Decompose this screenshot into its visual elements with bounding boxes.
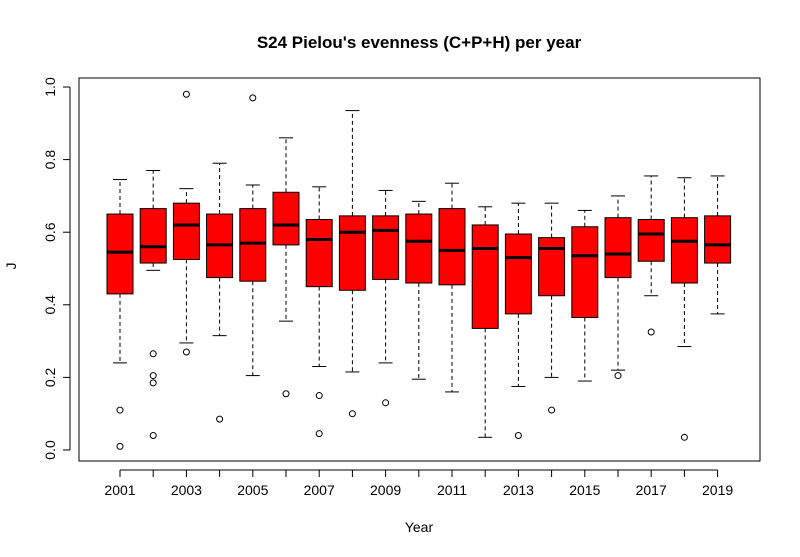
box-2014 <box>538 202 566 414</box>
iqr-box <box>438 208 466 286</box>
outlier-point <box>348 410 356 418</box>
iqr-box <box>172 202 200 260</box>
iqr-box <box>106 213 134 295</box>
outlier-point <box>149 431 157 439</box>
box-2018 <box>670 177 698 441</box>
outlier-point <box>315 392 323 400</box>
boxes-group <box>106 90 732 450</box>
x-tick-label: 2015 <box>569 482 600 498</box>
outlier-point <box>149 350 157 358</box>
box-2007 <box>305 186 333 438</box>
y-tick-label: 0.2 <box>42 367 58 387</box>
x-tick-label: 2011 <box>437 482 467 498</box>
y-tick-label: 1.0 <box>42 77 58 97</box>
x-tick-label: 2001 <box>104 482 135 498</box>
box-2013 <box>504 202 532 439</box>
outlier-point <box>514 431 522 439</box>
y-tick-label: 0.8 <box>42 150 58 170</box>
iqr-box <box>704 215 732 264</box>
y-axis: 0.0 0.2 0.4 0.6 0.8 1.0 <box>42 77 71 460</box>
outlier-point <box>647 328 655 336</box>
x-tick-label: 2007 <box>304 482 335 498</box>
iqr-box <box>305 218 333 288</box>
box-2010 <box>405 200 433 380</box>
box-2016 <box>604 195 632 380</box>
x-tick-label: 2009 <box>370 482 401 498</box>
outlier-point <box>116 406 124 414</box>
iqr-box <box>538 237 566 297</box>
iqr-box <box>239 208 267 282</box>
iqr-box <box>670 217 698 284</box>
iqr-box <box>139 208 167 264</box>
iqr-box <box>604 217 632 279</box>
box-2019 <box>704 175 732 315</box>
y-tick-label: 0.4 <box>42 295 58 315</box>
box-2002 <box>139 169 167 439</box>
box-2009 <box>372 189 400 407</box>
y-tick-label: 0.0 <box>42 440 58 460</box>
x-tick-label: 2013 <box>503 482 534 498</box>
x-tick-label: 2005 <box>237 482 268 498</box>
x-tick-label: 2017 <box>636 482 667 498</box>
outlier-point <box>382 399 390 407</box>
box-2012 <box>471 206 499 438</box>
box-2004 <box>206 162 234 423</box>
box-2017 <box>637 175 665 336</box>
outlier-point <box>116 442 124 450</box>
outlier-point <box>282 390 290 398</box>
outlier-point <box>182 348 190 356</box>
box-2006 <box>272 137 300 398</box>
outlier-point <box>149 372 157 380</box>
outlier-point <box>614 372 622 380</box>
box-2003 <box>172 90 200 356</box>
outlier-point <box>216 415 224 423</box>
y-axis-label: J <box>3 263 19 270</box>
iqr-box <box>372 215 400 280</box>
outlier-point <box>149 379 157 387</box>
outlier-point <box>548 406 556 414</box>
box-2011 <box>438 182 466 393</box>
iqr-box <box>405 213 433 284</box>
x-tick-label: 2019 <box>702 482 733 498</box>
outlier-point <box>680 433 688 441</box>
box-2015 <box>571 209 599 382</box>
outlier-point <box>182 90 190 98</box>
iqr-box <box>272 191 300 246</box>
box-2008 <box>338 110 366 418</box>
iqr-box <box>571 226 599 319</box>
iqr-box <box>338 215 366 291</box>
outlier-point <box>249 94 257 102</box>
box-2001 <box>106 179 134 450</box>
outlier-point <box>315 430 323 438</box>
iqr-box <box>471 224 499 329</box>
x-axis-label: Year <box>405 519 434 535</box>
x-tick-label: 2003 <box>171 482 202 498</box>
chart-title: S24 Pielou's evenness (C+P+H) per year <box>257 33 582 52</box>
y-tick-label: 0.6 <box>42 222 58 242</box>
plot-frame <box>78 77 761 462</box>
iqr-box <box>504 233 532 315</box>
x-axis: 2001 2003 2005 2007 2009 2011 2013 2015 2017 2019 <box>104 469 733 498</box>
iqr-box <box>637 218 665 262</box>
box-2005 <box>239 94 267 377</box>
